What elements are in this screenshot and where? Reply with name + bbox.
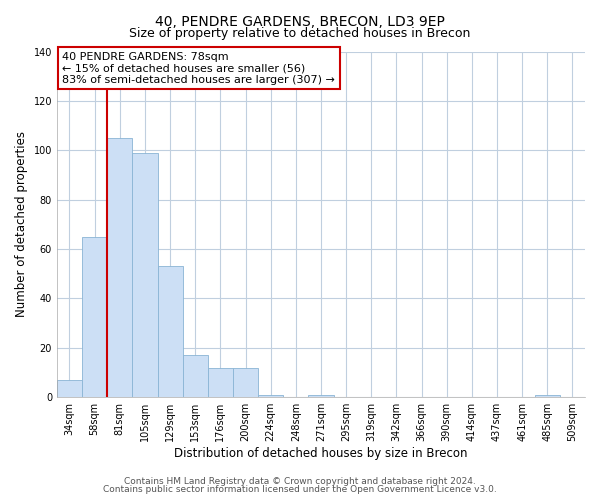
Bar — [57, 380, 82, 397]
Bar — [535, 394, 560, 397]
Bar — [258, 394, 283, 397]
Bar — [82, 236, 107, 397]
Bar — [208, 368, 233, 397]
X-axis label: Distribution of detached houses by size in Brecon: Distribution of detached houses by size … — [174, 447, 468, 460]
Bar — [158, 266, 182, 397]
Text: 40, PENDRE GARDENS, BRECON, LD3 9EP: 40, PENDRE GARDENS, BRECON, LD3 9EP — [155, 15, 445, 29]
Text: Size of property relative to detached houses in Brecon: Size of property relative to detached ho… — [130, 28, 470, 40]
Text: Contains HM Land Registry data © Crown copyright and database right 2024.: Contains HM Land Registry data © Crown c… — [124, 477, 476, 486]
Bar — [182, 355, 208, 397]
Bar — [133, 152, 158, 397]
Bar — [233, 368, 258, 397]
Bar — [107, 138, 133, 397]
Text: Contains public sector information licensed under the Open Government Licence v3: Contains public sector information licen… — [103, 485, 497, 494]
Y-axis label: Number of detached properties: Number of detached properties — [15, 132, 28, 318]
Bar — [308, 394, 334, 397]
Text: 40 PENDRE GARDENS: 78sqm
← 15% of detached houses are smaller (56)
83% of semi-d: 40 PENDRE GARDENS: 78sqm ← 15% of detach… — [62, 52, 335, 84]
